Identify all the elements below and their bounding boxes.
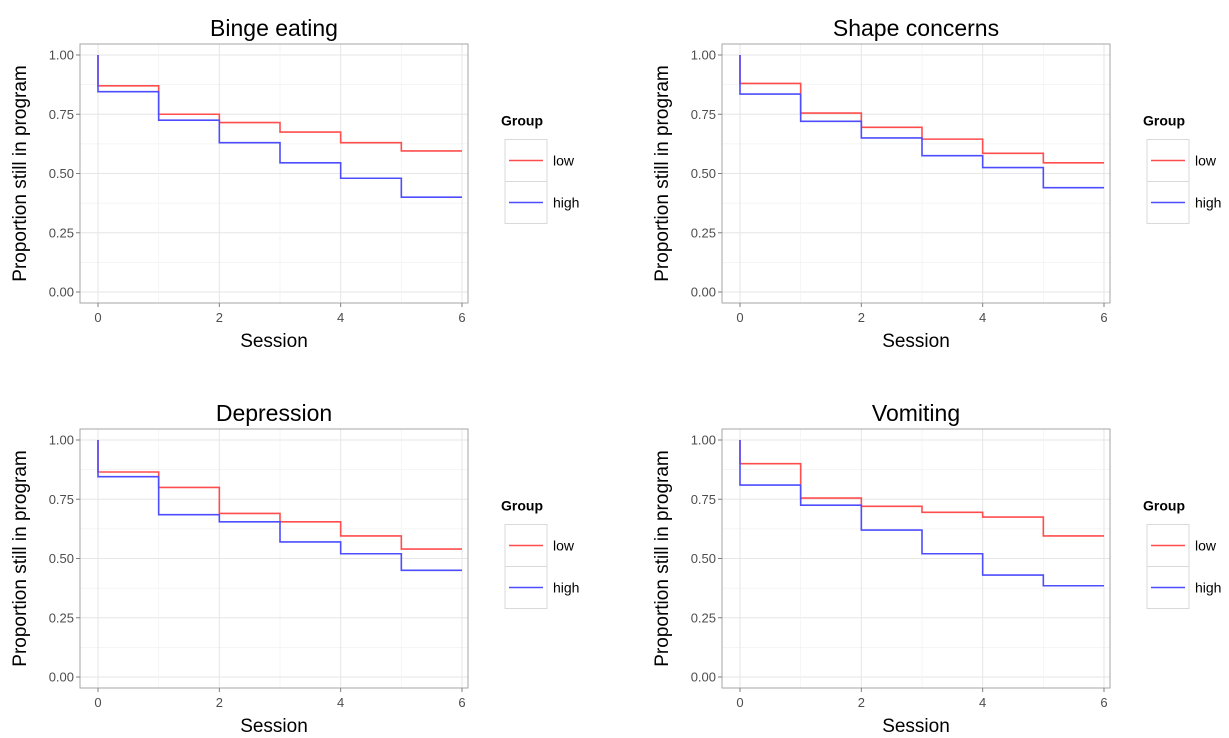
x-axis-title: Session — [240, 331, 308, 352]
series-line-low — [739, 55, 1104, 164]
x-tick-label: 6 — [458, 310, 465, 325]
x-tick-label: 4 — [337, 310, 344, 325]
x-axis-title: Session — [882, 716, 950, 737]
grid — [80, 44, 468, 303]
chart-title: Binge eating — [210, 15, 338, 41]
chart-title: Shape concerns — [833, 15, 999, 41]
series-line-high — [739, 440, 1104, 587]
y-tick-label: 0.00 — [49, 670, 74, 685]
series-line-low — [97, 440, 462, 550]
y-tick-label: 0.50 — [49, 551, 74, 566]
y-axis-title: Proportion still in program — [652, 450, 673, 666]
x-axis-title: Session — [240, 716, 308, 737]
legend: Group low high — [1143, 113, 1221, 224]
y-tick-label: 0.50 — [691, 551, 716, 566]
y-tick-label: 1.00 — [691, 48, 716, 63]
x-tick-label: 0 — [736, 310, 743, 325]
y-tick-label: 0.00 — [691, 285, 716, 300]
x-tick-label: 4 — [979, 310, 986, 325]
series-line-high — [739, 55, 1104, 189]
y-tick-label: 0.75 — [49, 492, 74, 507]
y-tick-label: 0.75 — [691, 492, 716, 507]
y-tick-label: 1.00 — [691, 433, 716, 448]
chart-title: Depression — [216, 400, 332, 426]
y-tick-label: 1.00 — [49, 433, 74, 448]
legend-title: Group — [501, 498, 543, 514]
y-tick-label: 0.25 — [49, 610, 74, 625]
legend-label: low — [1195, 538, 1217, 554]
y-tick-label: 0.75 — [691, 107, 716, 122]
legend-label: high — [1195, 580, 1221, 596]
y-tick-label: 0.25 — [691, 225, 716, 240]
legend-title: Group — [501, 113, 543, 129]
x-tick-label: 4 — [979, 695, 986, 710]
legend-label: high — [1195, 195, 1221, 211]
chart-panel: 0.00 0.25 0.50 0.75 1.00 0 2 4 6 Vomiting Session P… — [652, 400, 1221, 737]
legend-title: Group — [1143, 498, 1185, 514]
legend-label: low — [553, 153, 575, 169]
y-axis-title: Proportion still in program — [10, 450, 31, 666]
legend: Group low high — [1143, 498, 1221, 609]
legend: Group low high — [501, 498, 579, 609]
chart-panel: 0.00 0.25 0.50 0.75 1.00 0 2 4 6 Depression Sessio… — [10, 400, 579, 737]
y-tick-label: 0.00 — [49, 285, 74, 300]
y-tick-label: 0.25 — [49, 225, 74, 240]
series-line-low — [97, 55, 462, 152]
grid — [722, 429, 1110, 688]
series-line-high — [97, 440, 462, 572]
legend-label: high — [553, 580, 579, 596]
x-tick-label: 6 — [458, 695, 465, 710]
series-line-low — [739, 440, 1104, 537]
grid — [722, 44, 1110, 303]
x-tick-label: 0 — [736, 695, 743, 710]
legend: Group low high — [501, 113, 579, 224]
legend-label: low — [1195, 153, 1217, 169]
x-tick-label: 2 — [216, 695, 223, 710]
x-tick-label: 6 — [1100, 695, 1107, 710]
series-line-high — [97, 55, 462, 198]
x-axis-title: Session — [882, 331, 950, 352]
chart-panel: 0.00 0.25 0.50 0.75 1.00 0 2 4 6 Binge eating Sess… — [10, 15, 579, 352]
x-tick-label: 2 — [858, 310, 865, 325]
x-tick-label: 0 — [94, 695, 101, 710]
y-tick-label: 0.00 — [691, 670, 716, 685]
legend-label: low — [553, 538, 575, 554]
x-tick-label: 2 — [858, 695, 865, 710]
legend-title: Group — [1143, 113, 1185, 129]
y-tick-label: 0.50 — [49, 166, 74, 181]
y-tick-label: 0.25 — [691, 610, 716, 625]
grid — [80, 429, 468, 688]
x-tick-label: 2 — [216, 310, 223, 325]
y-axis-title: Proportion still in program — [10, 65, 31, 281]
chart-title: Vomiting — [872, 400, 960, 426]
y-tick-label: 0.50 — [691, 166, 716, 181]
y-tick-label: 1.00 — [49, 48, 74, 63]
x-tick-label: 4 — [337, 695, 344, 710]
chart-panel: 0.00 0.25 0.50 0.75 1.00 0 2 4 6 Shape concerns Se… — [652, 15, 1221, 352]
x-tick-label: 6 — [1100, 310, 1107, 325]
legend-label: high — [553, 195, 579, 211]
y-tick-label: 0.75 — [49, 107, 74, 122]
x-tick-label: 0 — [94, 310, 101, 325]
y-axis-title: Proportion still in program — [652, 65, 673, 281]
